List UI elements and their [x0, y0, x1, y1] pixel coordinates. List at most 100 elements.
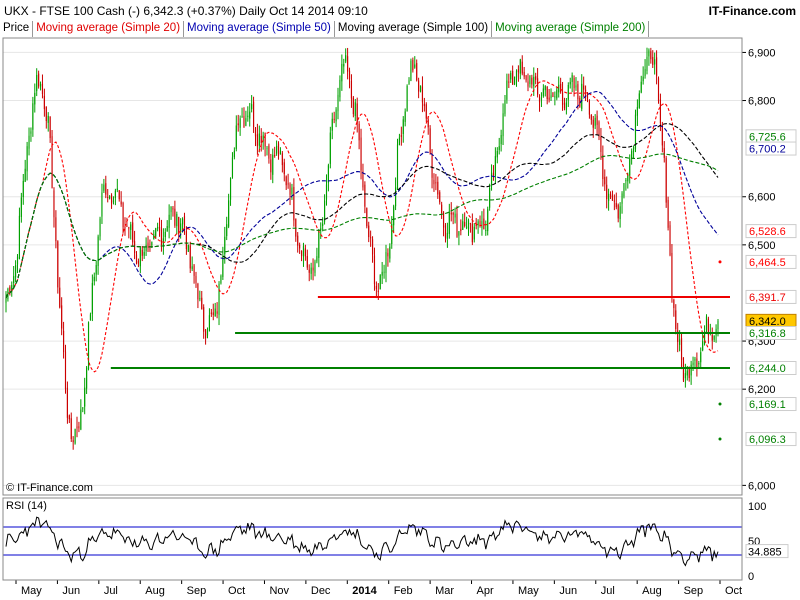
candle [306, 256, 308, 268]
candle [22, 180, 24, 198]
candle [153, 234, 155, 240]
candle [577, 84, 579, 100]
candle [675, 310, 677, 330]
candle [300, 250, 303, 256]
candle [333, 118, 335, 120]
candle [537, 78, 539, 95]
candle [538, 96, 541, 103]
candle [220, 275, 222, 284]
candle [30, 131, 32, 134]
candle [233, 150, 235, 158]
candle [289, 184, 291, 195]
candle [594, 117, 596, 126]
candle [585, 89, 587, 92]
candle [544, 86, 546, 91]
candle [452, 212, 454, 215]
candle [391, 224, 393, 244]
candle [588, 100, 590, 115]
candle [11, 285, 13, 291]
candle [107, 196, 109, 198]
candle [114, 190, 116, 199]
candle [324, 200, 326, 222]
candle [558, 84, 560, 93]
candle [656, 57, 658, 76]
candle [571, 75, 573, 83]
candle [396, 144, 399, 190]
candle [72, 440, 74, 443]
time-tick-label: Aug [642, 585, 662, 597]
candle [112, 200, 115, 202]
candle [703, 331, 706, 344]
candle [235, 125, 237, 149]
candle [634, 114, 637, 149]
candle [462, 221, 464, 230]
sma100-line [5, 123, 719, 299]
brand-label: IT-Finance.com [708, 4, 796, 18]
candle [43, 95, 45, 110]
candle [212, 312, 214, 315]
candle [228, 200, 230, 227]
candle [239, 118, 241, 128]
candle [287, 183, 289, 185]
candle [575, 85, 577, 88]
candle [354, 102, 356, 116]
candle [590, 114, 592, 120]
candle [160, 229, 163, 246]
candle [229, 178, 232, 200]
chart-title: UKX - FTSE 100 Cash (-) 6,342.3 (+0.37%)… [4, 4, 368, 18]
candle [80, 409, 82, 430]
candle [636, 107, 638, 116]
candle [375, 285, 377, 290]
candle [61, 305, 63, 329]
candle [310, 267, 312, 274]
candle [151, 242, 153, 246]
candle [515, 71, 518, 78]
candle [408, 80, 410, 84]
candle [166, 226, 168, 232]
price-frame [2, 37, 743, 496]
candle [101, 192, 103, 217]
candle [201, 297, 203, 310]
candle [203, 307, 205, 332]
candle [483, 218, 485, 229]
candle [41, 83, 44, 95]
candle [47, 115, 49, 123]
candle [659, 99, 662, 124]
time-tick-label: May [21, 585, 42, 597]
candle [619, 206, 621, 220]
candle [583, 85, 585, 90]
candle [272, 154, 274, 175]
candle [174, 208, 176, 226]
candle [135, 254, 138, 264]
candle [145, 245, 147, 252]
candle [671, 252, 673, 298]
candle [431, 155, 433, 178]
candle [20, 197, 22, 217]
candle [485, 230, 487, 232]
candle [439, 192, 441, 203]
candle [702, 341, 704, 351]
candle [28, 135, 30, 149]
price-gridlines [3, 51, 742, 486]
candle [398, 137, 400, 145]
candle [226, 224, 228, 237]
candle [519, 59, 521, 74]
candle [308, 269, 310, 273]
rsi-line [5, 516, 719, 567]
candle [642, 76, 644, 82]
candle [254, 127, 257, 137]
candle [696, 358, 698, 368]
candle [91, 282, 93, 314]
candle [442, 212, 445, 228]
candle [339, 79, 341, 98]
value-label: 6,391.7 [749, 292, 786, 304]
candle [688, 367, 690, 379]
candle [711, 334, 713, 341]
candle [546, 86, 548, 100]
candle [268, 145, 270, 159]
candle [402, 119, 404, 135]
candle [110, 195, 113, 204]
candle [686, 370, 688, 376]
candle [32, 103, 34, 130]
candle [97, 236, 99, 266]
